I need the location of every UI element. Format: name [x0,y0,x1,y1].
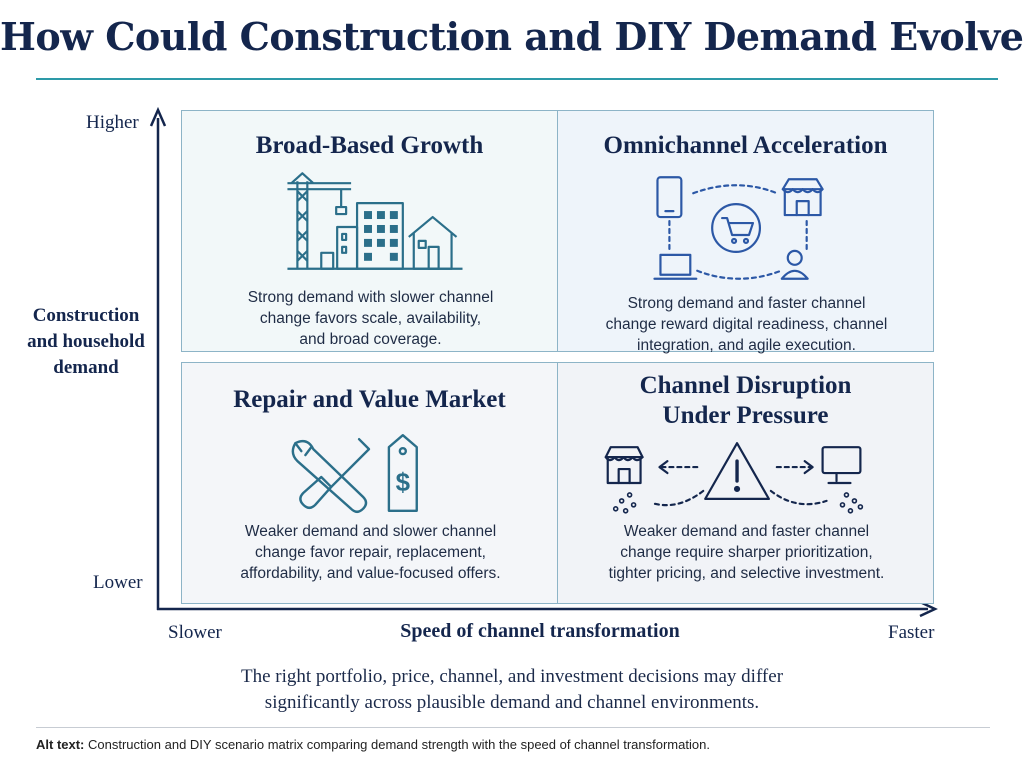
quadrant-title: Omnichannel Acceleration [603,132,888,159]
y-axis-title: Construction and household demand [27,305,145,378]
quadrant-title: Broad-Based Growth [255,132,484,159]
quadrant-description: Strong demand with slower channel change… [247,289,494,348]
scenario-matrix: Broad-Based Growth [181,110,935,604]
disruption-warning-icon [604,442,864,514]
quadrant-description: Weaker demand and slower channel change … [240,523,501,582]
quadrant-title: Channel Disruption Under Pressure [639,372,852,429]
page-title: How Could Construction and DIY Demand Ev… [0,14,1024,59]
quadrant-channel-disruption-under-pressure: Channel Disruption Under Pressure [557,362,934,604]
x-axis-title: Speed of channel transformation [400,620,680,642]
quadrant-description: Weaker demand and faster channel change … [608,523,885,582]
quadrant-repair-and-value-market: Repair and Value Market $ Weaker demand … [181,362,558,604]
y-axis-low-label: Lower [93,572,143,593]
x-axis-low-label: Slower [168,622,222,643]
footer-note: The right portfolio, price, channel, and… [240,666,784,713]
svg-text:$: $ [396,469,411,497]
construction-city-icon [287,172,463,270]
alt-text-label: Alt text: [36,737,85,752]
y-axis-high-label: Higher [86,112,139,133]
x-axis-high-label: Faster [888,622,935,643]
quadrant-title: Repair and Value Market [233,386,506,413]
omnichannel-network-icon [653,176,824,280]
footer-divider [36,727,990,728]
alt-text-body: Construction and DIY scenario matrix com… [88,737,710,752]
title-divider [36,78,998,80]
alt-text: Alt text: Construction and DIY scenario … [36,737,710,752]
quadrant-broad-based-growth: Broad-Based Growth [181,110,558,352]
quadrant-description: Strong demand and faster channel change … [605,295,888,354]
quadrant-omnichannel-acceleration: Omnichannel Acceleration [557,110,934,354]
tools-price-tag-icon: $ [291,434,418,513]
